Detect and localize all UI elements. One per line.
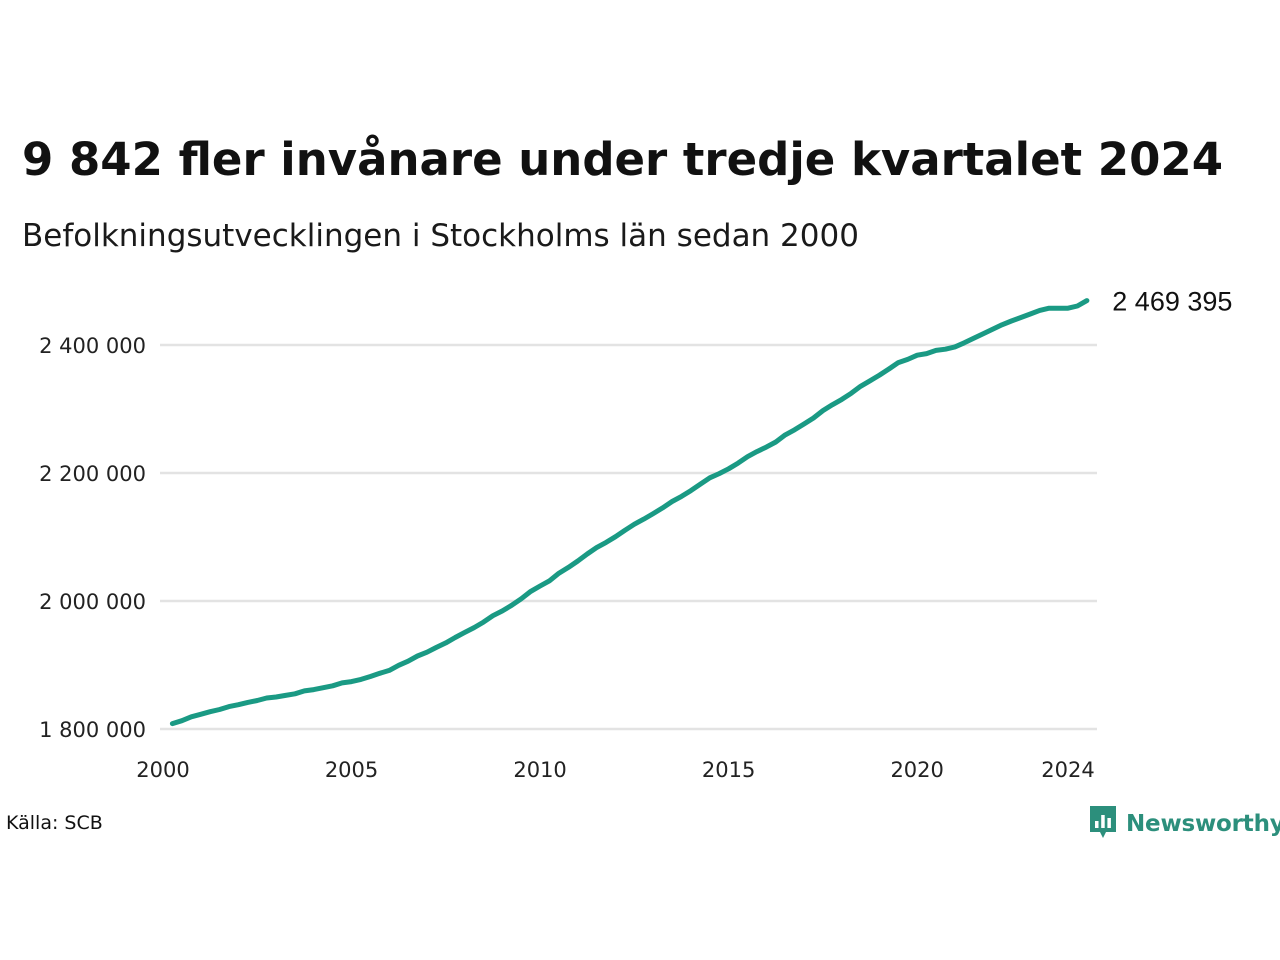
chart-title: 9 842 fler invånare under tredje kvartal… — [22, 133, 1224, 186]
x-tick-label: 2010 — [513, 758, 566, 782]
chart-subtitle: Befolkningsutvecklingen i Stockholms län… — [22, 218, 859, 254]
newsworthy-logo-icon — [1088, 804, 1118, 844]
y-tick-label: 2 000 000 — [39, 590, 146, 614]
y-tick-label: 2 400 000 — [39, 334, 146, 358]
y-tick-label: 1 800 000 — [39, 718, 146, 742]
brand-name: Newsworthy — [1126, 811, 1280, 837]
x-tick-label: 2024 — [1041, 758, 1094, 782]
source-note: Källa: SCB — [6, 812, 103, 834]
brand-logo: Newsworthy — [1088, 804, 1280, 844]
y-tick-label: 2 200 000 — [39, 462, 146, 486]
x-tick-label: 2005 — [325, 758, 378, 782]
x-axis-tick-labels: 2000 2005 2010 2015 2020 2024 — [136, 758, 1094, 782]
series-line-population — [169, 298, 1090, 727]
x-tick-label: 2020 — [890, 758, 943, 782]
end-value-label: 2 469 395 — [1112, 287, 1232, 317]
y-axis-tick-labels: 1 800 000 2 000 000 2 200 000 2 400 000 — [39, 334, 146, 742]
x-tick-label: 2015 — [702, 758, 755, 782]
series-layer — [169, 298, 1090, 727]
gridlines — [160, 343, 1097, 731]
x-tick-label: 2000 — [136, 758, 189, 782]
